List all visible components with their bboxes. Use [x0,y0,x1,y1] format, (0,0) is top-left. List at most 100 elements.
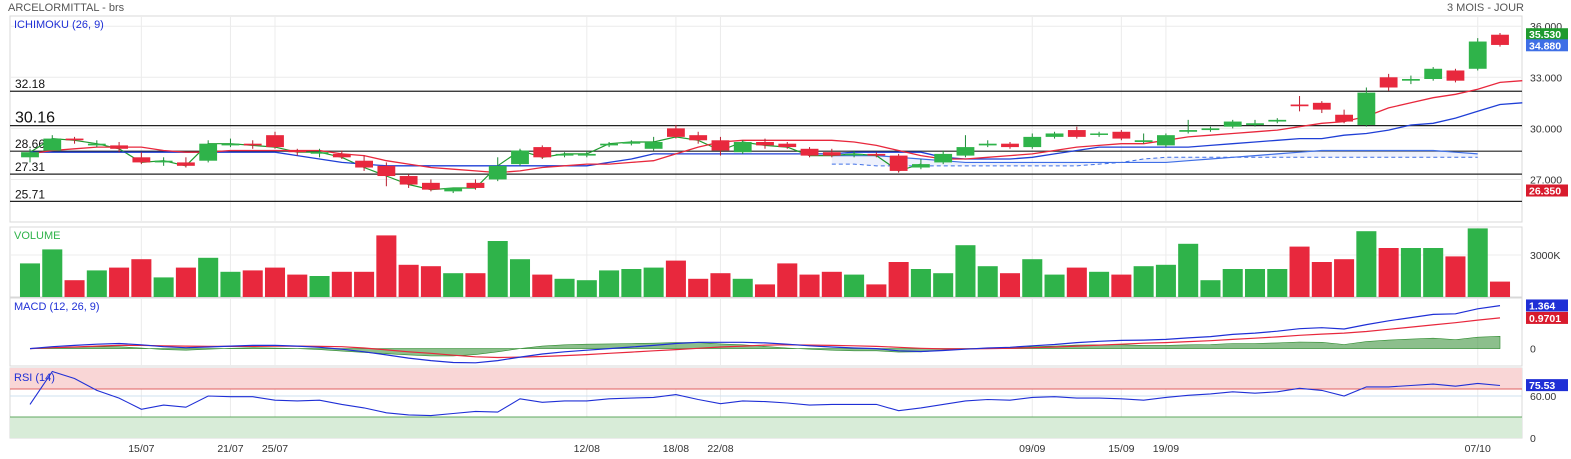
volume-bar [109,267,130,297]
candle-body [577,153,596,156]
candle-body [422,182,440,190]
volume-bar [599,270,620,297]
volume-bar [732,278,753,297]
candle-body [711,140,730,151]
price-tag-2 [1526,184,1568,197]
volume-bar [443,273,464,297]
volume-bar [821,271,842,297]
rsi-oversold-zone [10,417,1522,438]
volume-bar [999,273,1021,297]
volume-bar [710,273,731,297]
volume-bar [1334,259,1355,297]
candle-body [1112,131,1131,139]
volume-bar [264,267,286,297]
candle-body [243,143,262,146]
candle-body [733,141,752,153]
volume-bar [487,241,508,297]
x-tick-label: 21/07 [217,443,243,455]
x-tick-label: 09/09 [1019,443,1045,455]
candle-body [43,138,62,151]
volume-bar [754,284,776,297]
y-tick-label: 3000K [1530,250,1560,262]
candle-body [1357,92,1376,125]
volume-bar [1022,259,1043,297]
candle-body [1090,133,1108,135]
volume-bar [42,249,63,297]
tenkan-sen [29,80,1523,174]
x-tick-label: 19/09 [1153,443,1179,455]
volume-bar [242,270,263,297]
volume-bar [465,273,486,297]
candle-body [956,147,975,156]
y-tick-label: 60.00 [1530,391,1556,403]
candle-body [934,153,953,163]
ichimoku-cloud [831,150,1478,166]
x-tick-label: 15/09 [1108,443,1134,455]
macd-title: MACD (12, 26, 9) [14,301,100,313]
candle-body [1424,68,1443,79]
volume-bar [532,274,553,297]
panel-frame [9,15,1523,223]
price-tag-0-text: 35.530 [1529,29,1561,41]
candle-body [87,143,106,146]
candle-body [288,150,307,153]
volume-bar [1445,256,1466,297]
support-label: 30.16 [15,110,55,127]
candle-body [555,153,574,156]
volume-bar [933,273,954,297]
candle-body [511,150,529,165]
candle-body [1335,114,1353,122]
support-label: 27.31 [15,160,45,174]
support-label: 25.71 [15,187,45,201]
y-tick-label: 36.000 [1530,21,1562,33]
volume-bar [1400,248,1421,297]
candle-body [1134,140,1153,142]
volume-bar [1200,280,1221,297]
volume-bar [153,277,174,297]
x-tick-label: 07/10 [1465,443,1491,455]
candle-body [1157,135,1175,146]
volume-bar [888,262,909,297]
candle-body [332,153,351,158]
price-tag-1-text: 34.880 [1529,40,1561,52]
volume-bar [910,269,931,297]
candle-body [822,152,841,156]
volume-bar [1178,243,1199,297]
volume-bar [287,274,308,297]
candle-body [667,128,685,137]
macd-signal-line [29,317,1501,359]
candle-body [1468,41,1487,69]
volume-bar [19,263,41,297]
candle-body [21,152,39,158]
volume-bar [64,280,85,297]
volume-bar [1089,271,1110,297]
volume-bar [955,245,976,297]
y-tick-label: 33.000 [1530,72,1562,84]
macd-tag-0-text: 1.364 [1529,300,1555,312]
volume-bar [398,264,419,297]
volume-bar [354,271,375,297]
candle-body [1268,119,1287,122]
rsi-tag-0 [1526,379,1568,392]
candle-body [177,162,195,166]
candle-body [867,153,886,156]
volume-bar [621,269,642,297]
candle-body [199,143,218,161]
volume-bar [554,278,575,297]
volume-bar [1289,246,1310,297]
candle-body [266,135,284,148]
macd-tag-1-text: 0.9701 [1529,313,1561,325]
candle-body [377,165,396,177]
macd-tag-0 [1526,299,1568,312]
candle-body [399,176,418,185]
x-tick-label: 22/08 [707,443,733,455]
macd-tag-1 [1526,311,1568,324]
volume-bar [175,267,196,297]
candle-body [533,147,552,158]
volume-bar [977,266,998,297]
candle-body [466,182,485,188]
volume-bar [688,278,709,297]
candle-body [1023,136,1042,148]
volume-bar [1111,274,1132,297]
y-tick-label: 0 [1530,344,1536,356]
